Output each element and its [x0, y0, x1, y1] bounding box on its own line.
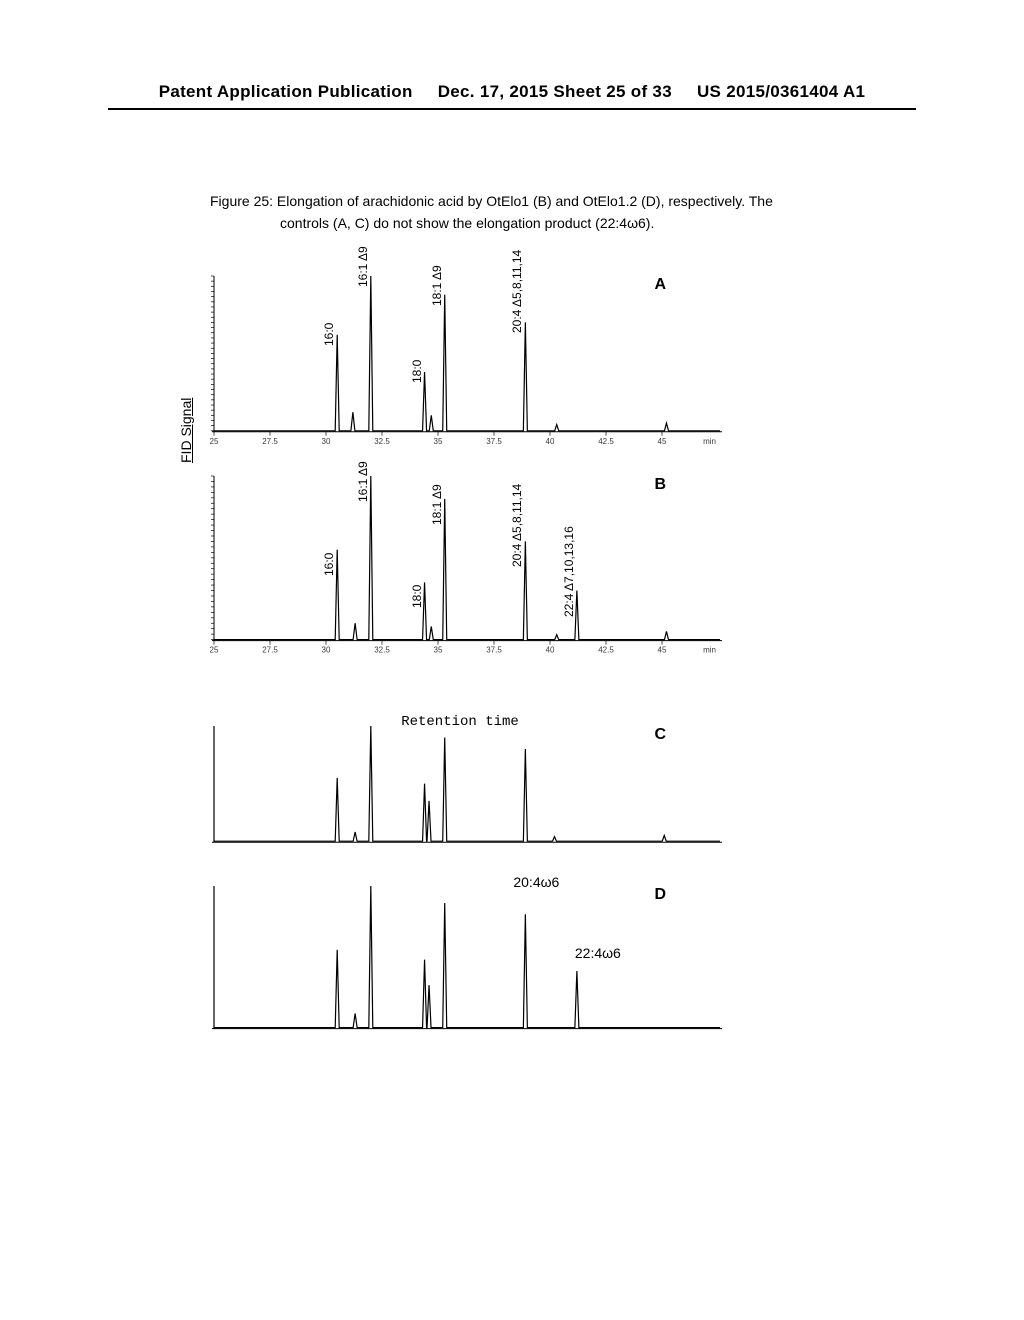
svg-text:32.5: 32.5	[374, 437, 390, 446]
header-rule	[108, 108, 916, 110]
svg-text:30: 30	[322, 646, 331, 655]
panel-C: C	[206, 718, 726, 878]
peak-label: 18:1 Δ9	[430, 484, 444, 525]
svg-text:42.5: 42.5	[598, 646, 614, 655]
svg-text:32.5: 32.5	[374, 646, 390, 655]
peak-label: 20:4 Δ5,8,11,14	[510, 250, 524, 333]
svg-text:27.5: 27.5	[262, 646, 278, 655]
svg-text:27.5: 27.5	[262, 437, 278, 446]
chromatogram-A: 25 27.5 30 32.5 35 37.5 40 42.5 45 min	[206, 268, 726, 453]
peak-label: 18:1 Δ9	[430, 265, 444, 306]
panel-B: B 2527.53032.53537.54042.545min 16:016:1…	[206, 468, 726, 693]
y-axis-label: FID Signal	[178, 398, 194, 463]
peak-label: 16:0	[322, 322, 336, 345]
svg-text:25: 25	[210, 646, 219, 655]
peak-label: 22:4ω6	[575, 945, 621, 961]
figure-25: FID Signal Retention time A 2527.53032.5…	[180, 268, 740, 1078]
svg-text:35: 35	[434, 437, 443, 446]
panel-A: A 2527.53032.53537.54042.545min 16:016:1…	[206, 268, 726, 468]
svg-text:25: 25	[210, 437, 219, 446]
panel-label-A: A	[654, 276, 666, 294]
panel-label-B: B	[654, 476, 666, 494]
peak-label: 20:4ω6	[513, 874, 559, 890]
caption-line1: Figure 25: Elongation of arachidonic aci…	[210, 193, 773, 209]
chromatogram-C	[206, 718, 726, 858]
panel-label-D: D	[654, 886, 666, 904]
peak-label: 16:0	[322, 552, 336, 575]
svg-text:45: 45	[658, 437, 667, 446]
peak-label: 18:0	[410, 585, 424, 608]
caption-line2: controls (A, C) do not show the elongati…	[210, 212, 830, 234]
chromatogram-B: 25 27.5 30 32.5 35 37.5 40 42.5 45 min	[206, 468, 726, 663]
page-header: Patent Application Publication Dec. 17, …	[0, 82, 1024, 102]
panel-D: D 20:4ω622:4ω6	[206, 878, 726, 1068]
header-right: US 2015/0361404 A1	[697, 82, 865, 101]
peak-label: 16:1 Δ9	[356, 461, 370, 502]
peak-label: 18:0	[410, 360, 424, 383]
svg-text:min: min	[703, 437, 716, 446]
peak-label: 20:4 Δ5,8,11,14	[510, 484, 524, 567]
header-left: Patent Application Publication	[159, 82, 413, 101]
panel-label-C: C	[654, 726, 666, 744]
svg-text:37.5: 37.5	[486, 437, 502, 446]
svg-text:42.5: 42.5	[598, 437, 614, 446]
svg-text:37.5: 37.5	[486, 646, 502, 655]
figure-caption: Figure 25: Elongation of arachidonic aci…	[210, 190, 830, 235]
peak-label: 22:4 Δ7,10,13,16	[562, 526, 576, 617]
chromatogram-D	[206, 878, 726, 1048]
header-line: Patent Application Publication Dec. 17, …	[149, 82, 876, 102]
svg-text:30: 30	[322, 437, 331, 446]
svg-text:40: 40	[546, 646, 555, 655]
peak-label: 16:1 Δ9	[356, 246, 370, 287]
header-mid: Dec. 17, 2015 Sheet 25 of 33	[438, 82, 672, 101]
svg-text:min: min	[703, 646, 716, 655]
svg-text:35: 35	[434, 646, 443, 655]
page: Patent Application Publication Dec. 17, …	[0, 0, 1024, 1320]
svg-text:45: 45	[658, 646, 667, 655]
svg-text:40: 40	[546, 437, 555, 446]
